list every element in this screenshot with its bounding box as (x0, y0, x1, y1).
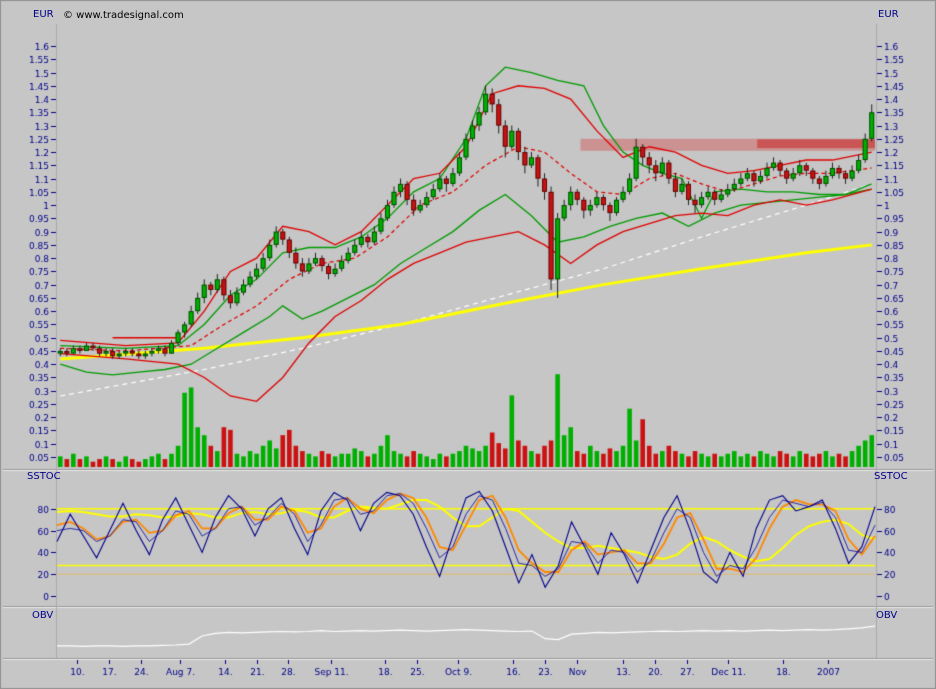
price-chart-canvas[interactable] (0, 0, 936, 689)
trading-chart-window: EUR © www.tradesignal.com EUR SSTOC SSTO… (0, 0, 936, 689)
